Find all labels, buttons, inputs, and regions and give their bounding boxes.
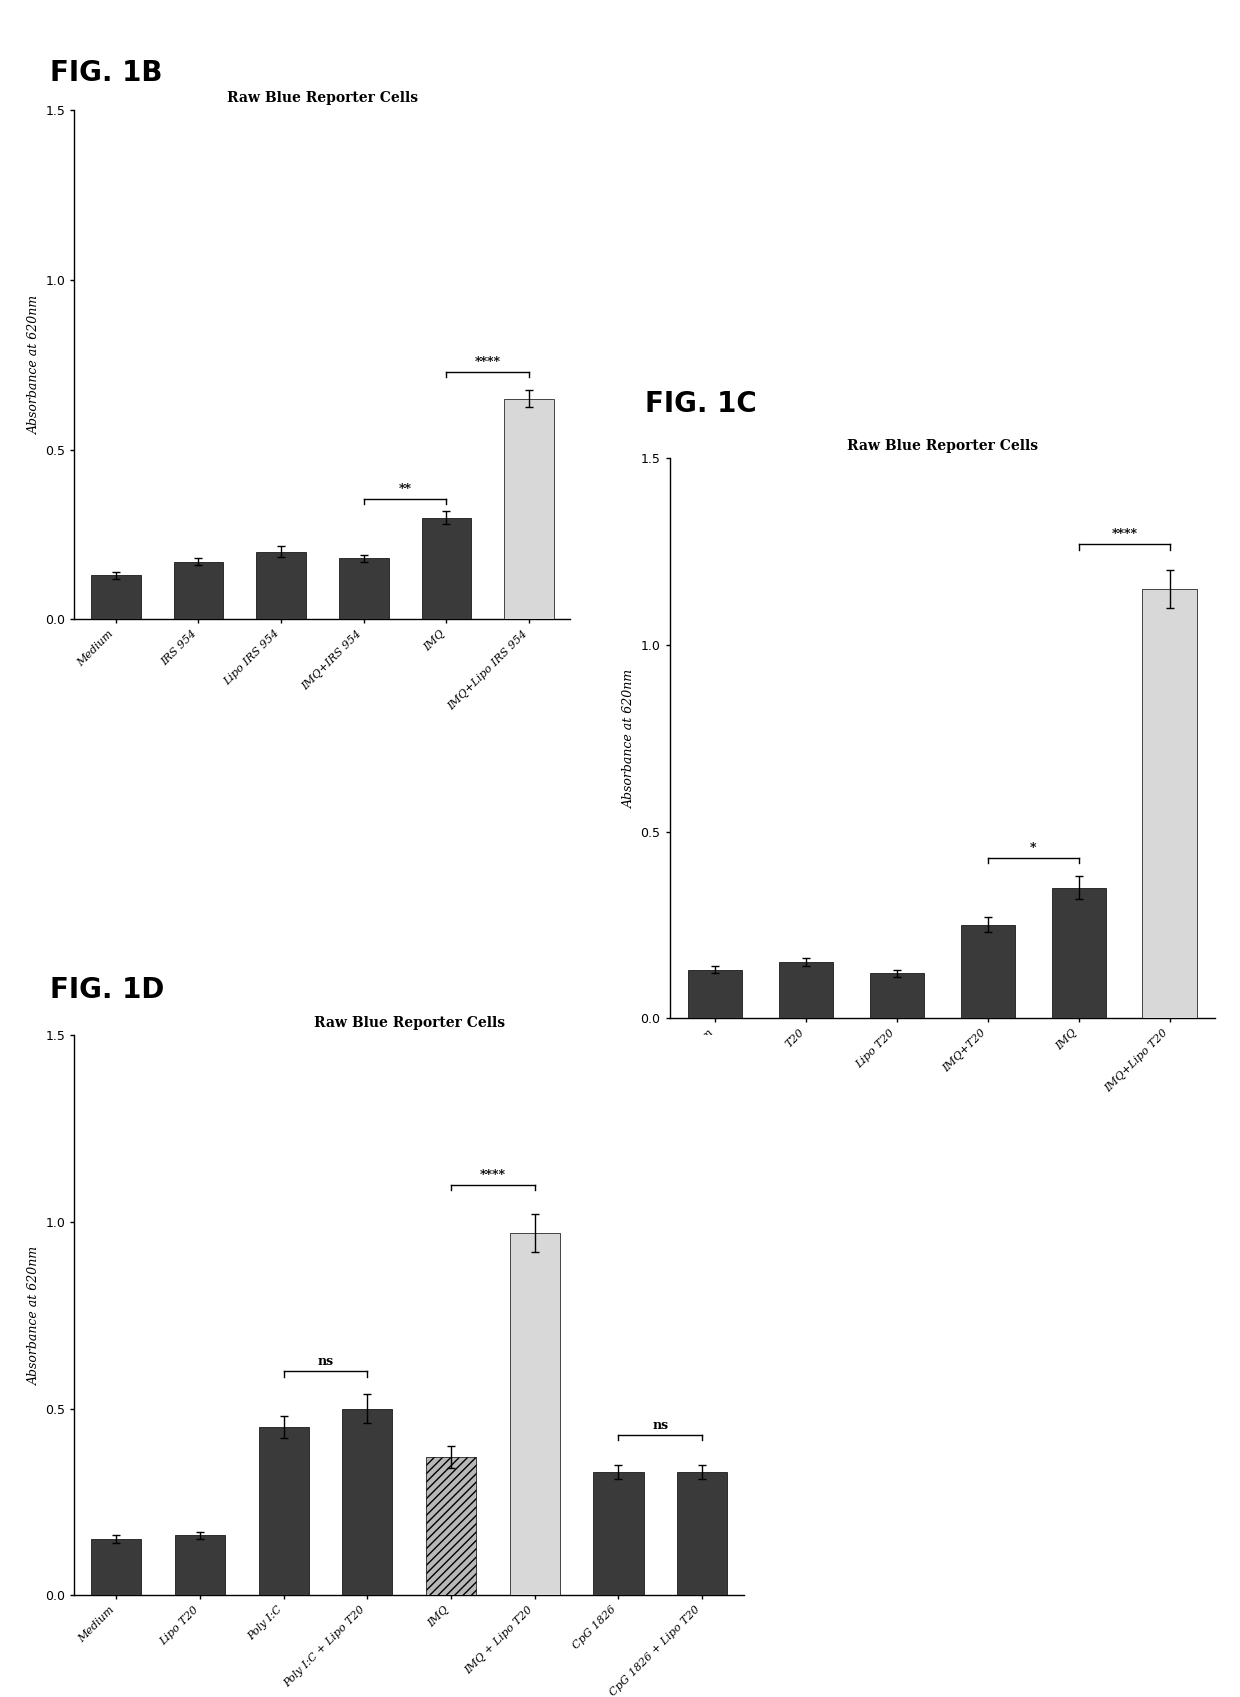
Y-axis label: Absorbance at 620nm: Absorbance at 620nm: [29, 295, 41, 434]
Bar: [339, 558, 388, 619]
Title: Raw Blue Reporter Cells: Raw Blue Reporter Cells: [227, 92, 418, 105]
Bar: [779, 962, 833, 1018]
Text: FIG. 1B: FIG. 1B: [50, 59, 162, 87]
Y-axis label: Absorbance at 620nm: Absorbance at 620nm: [624, 669, 636, 808]
Bar: [869, 974, 924, 1018]
Bar: [257, 552, 306, 619]
Bar: [175, 1536, 226, 1595]
Bar: [594, 1471, 644, 1595]
Bar: [259, 1427, 309, 1595]
Text: ns: ns: [652, 1419, 668, 1432]
Bar: [677, 1471, 728, 1595]
Text: ****: ****: [480, 1169, 506, 1181]
Bar: [505, 399, 554, 619]
Text: *: *: [1030, 842, 1037, 855]
Bar: [342, 1409, 393, 1595]
Title: Raw Blue Reporter Cells: Raw Blue Reporter Cells: [314, 1017, 505, 1030]
Bar: [688, 969, 743, 1018]
Title: Raw Blue Reporter Cells: Raw Blue Reporter Cells: [847, 440, 1038, 453]
Text: **: **: [398, 484, 412, 496]
Text: FIG. 1C: FIG. 1C: [645, 390, 756, 417]
Text: FIG. 1D: FIG. 1D: [50, 976, 164, 1003]
Bar: [427, 1458, 476, 1595]
Bar: [1142, 589, 1197, 1018]
Bar: [174, 562, 223, 619]
Text: ****: ****: [1111, 528, 1137, 541]
Bar: [961, 925, 1016, 1018]
Y-axis label: Absorbance at 620nm: Absorbance at 620nm: [29, 1246, 41, 1385]
Text: ****: ****: [475, 356, 501, 368]
Bar: [91, 575, 140, 619]
Bar: [510, 1234, 560, 1595]
Bar: [92, 1539, 141, 1595]
Bar: [1052, 888, 1106, 1018]
Bar: [422, 518, 471, 619]
Text: ns: ns: [317, 1356, 334, 1368]
